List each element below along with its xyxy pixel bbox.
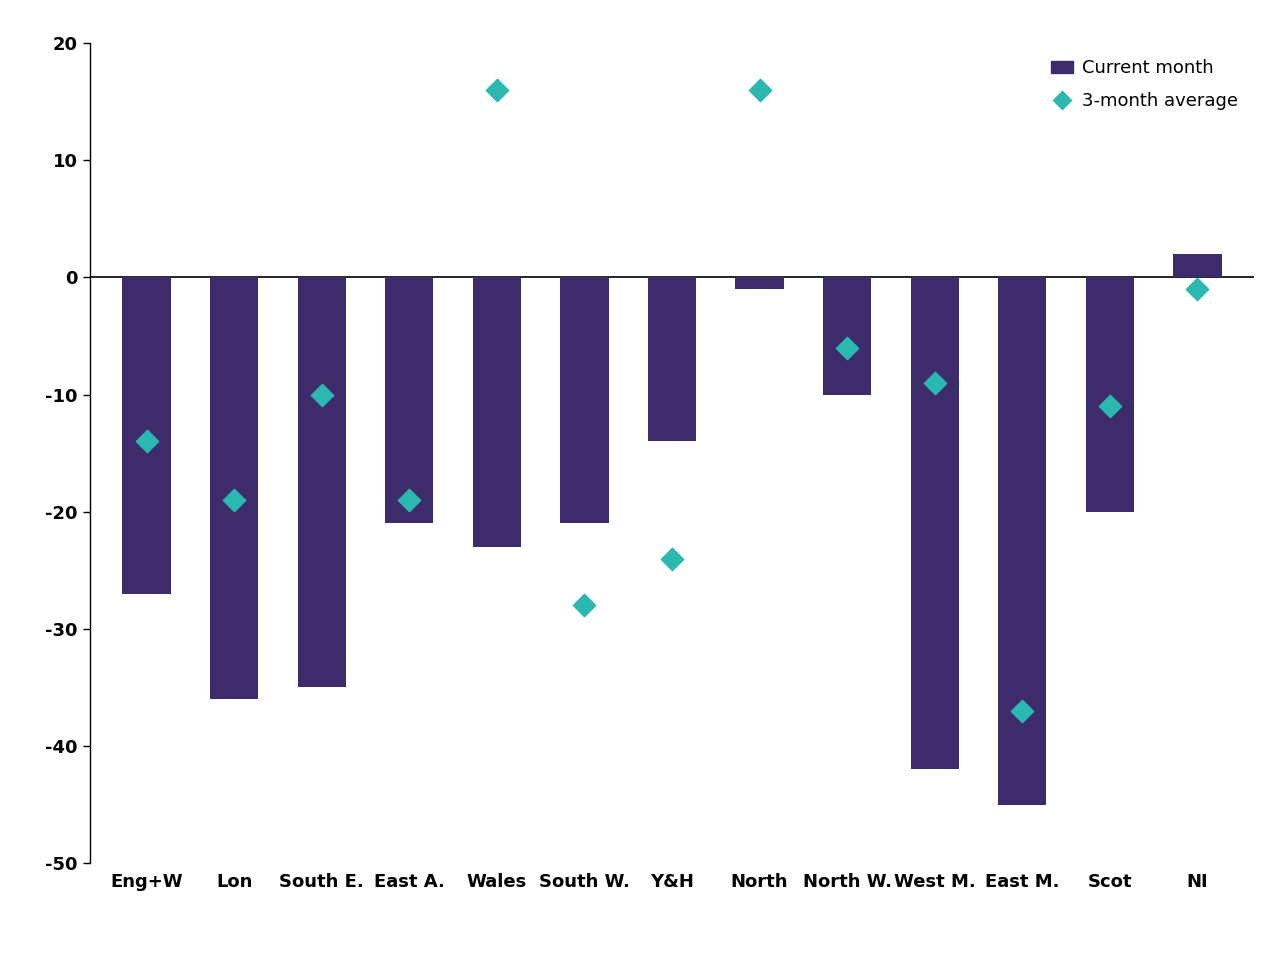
Point xyxy=(1188,282,1208,297)
Point xyxy=(749,82,769,98)
Bar xyxy=(298,277,346,688)
Bar xyxy=(1085,277,1134,512)
Bar xyxy=(1174,254,1221,277)
Bar xyxy=(823,277,872,394)
Bar xyxy=(648,277,696,441)
Bar xyxy=(561,277,608,524)
Bar xyxy=(998,277,1047,805)
Bar xyxy=(385,277,434,524)
Point xyxy=(224,492,244,507)
Point xyxy=(1012,703,1033,718)
Point xyxy=(311,386,332,402)
Text: Net balance, %, SA: Net balance, %, SA xyxy=(19,26,197,43)
Bar xyxy=(472,277,521,547)
Point xyxy=(399,492,420,507)
Point xyxy=(924,375,945,390)
Text: Regional Breakdown - Agreed Sales - Last Month: Regional Breakdown - Agreed Sales - Last… xyxy=(384,21,1110,48)
Bar xyxy=(910,277,959,769)
Point xyxy=(1100,399,1120,414)
Bar xyxy=(123,277,170,594)
Bar xyxy=(736,277,783,290)
Point xyxy=(662,550,682,566)
Point xyxy=(486,82,507,98)
Point xyxy=(837,340,858,356)
Legend: Current month, 3-month average: Current month, 3-month average xyxy=(1044,52,1245,117)
Point xyxy=(136,433,156,449)
Point xyxy=(575,597,595,613)
Bar xyxy=(210,277,259,699)
